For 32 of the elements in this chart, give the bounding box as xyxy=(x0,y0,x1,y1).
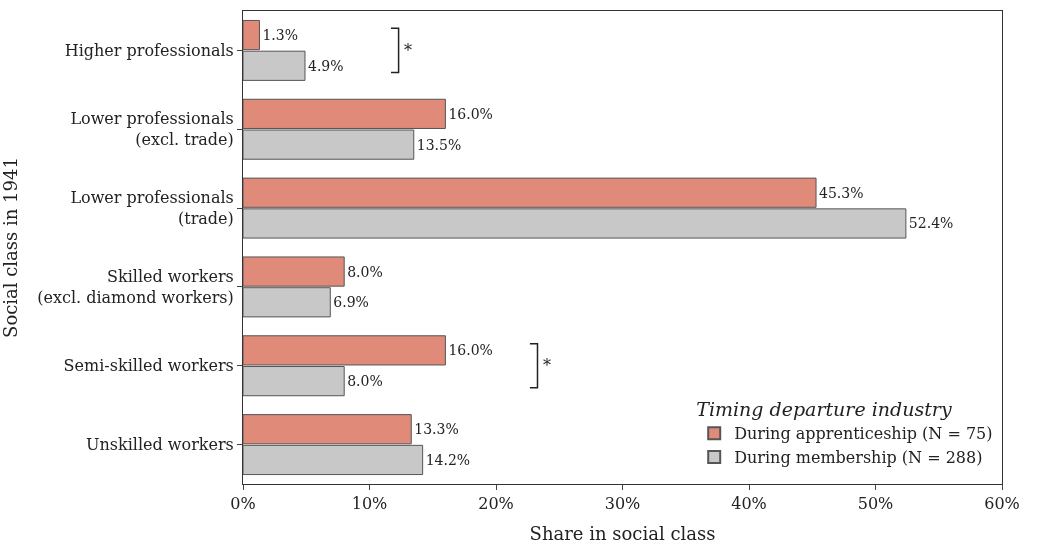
y-tick-label: Lower professionals (excl. trade) xyxy=(70,109,234,150)
data-label: 8.0% xyxy=(347,263,383,280)
data-label: 16.0% xyxy=(448,105,493,122)
data-label: 13.3% xyxy=(414,421,459,438)
legend-label: During membership (N = 288) xyxy=(734,448,983,468)
x-axis-title: Share in social class xyxy=(529,523,716,545)
x-tick-label: 50% xyxy=(857,494,894,514)
data-label: 1.3% xyxy=(262,27,299,44)
annotation: * xyxy=(543,356,551,375)
data-label: 45.3% xyxy=(819,184,864,201)
y-tick-label: Higher professionals xyxy=(64,41,234,61)
x-tick-label: 60% xyxy=(984,494,1020,514)
data-label: 52.4% xyxy=(908,215,954,232)
x-tick-label: 40% xyxy=(731,494,767,514)
y-tick-label: Skilled workers (excl. diamond workers) xyxy=(37,267,234,307)
x-tick-label: 0% xyxy=(230,494,256,514)
x-tick-label: 10% xyxy=(351,494,388,514)
annotation: * xyxy=(404,41,412,60)
data-label: 14.2% xyxy=(425,451,471,468)
x-tick-label: 30% xyxy=(604,494,641,514)
y-axis-title: Social class in 1941 xyxy=(0,157,21,338)
y-tick-label: Lower professionals (trade) xyxy=(70,188,234,229)
legend-title: Timing departure industry xyxy=(696,398,952,421)
data-label: 13.5% xyxy=(416,136,462,153)
data-label: 8.0% xyxy=(347,373,383,390)
x-tick-label: 20% xyxy=(478,494,514,514)
data-label: 16.0% xyxy=(448,342,493,359)
data-label: 4.9% xyxy=(307,57,344,74)
y-tick-label: Unskilled workers xyxy=(85,435,234,455)
y-tick-label: Semi-skilled workers xyxy=(63,356,234,376)
data-label: 6.9% xyxy=(333,294,369,311)
legend-label: During apprenticeship (N = 75) xyxy=(734,424,993,444)
